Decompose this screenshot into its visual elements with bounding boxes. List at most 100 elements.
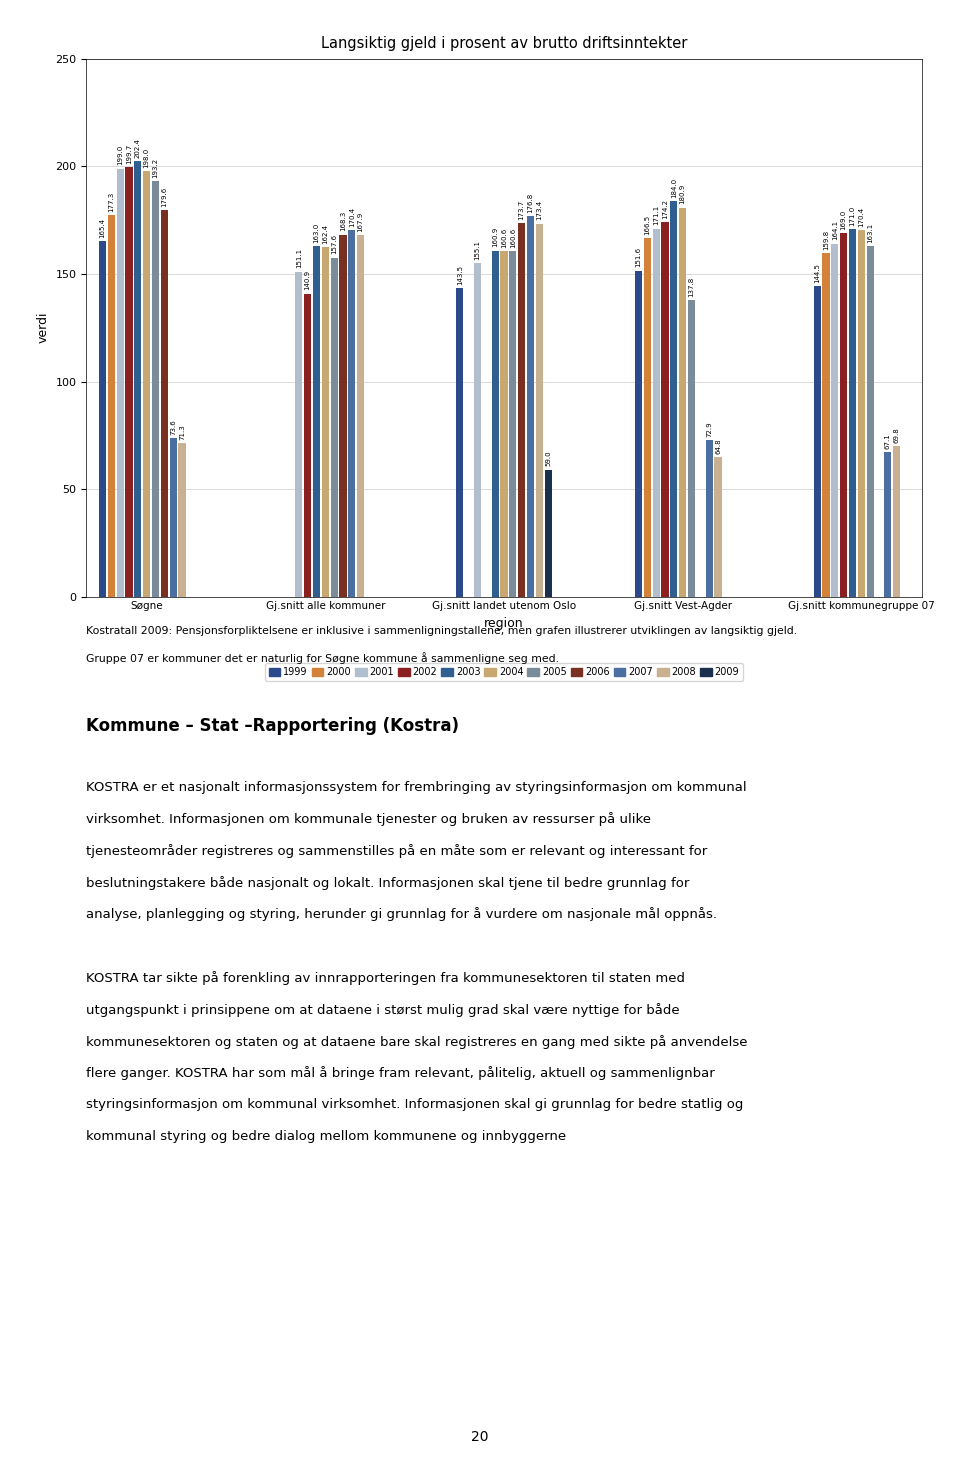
Bar (116, 168, 124, 597)
Text: 157.6: 157.6 (331, 234, 337, 255)
Text: utgangspunkt i prinsippene om at dataene i størst mulig grad skal være nyttige f: utgangspunkt i prinsippene om at dataene… (86, 1003, 680, 1016)
Bar (126, 166, 132, 597)
Text: 151.6: 151.6 (636, 247, 641, 267)
Text: Kostratall 2009: Pensjonsforpliktelsene er inklusive i sammenligningstallene, me: Kostratall 2009: Pensjonsforpliktelsene … (86, 626, 798, 636)
Text: Gruppe 07 er kommuner det er naturlig for Søgne kommune å sammenligne seg med.: Gruppe 07 er kommuner det er naturlig fo… (86, 653, 560, 664)
Y-axis label: verdi: verdi (37, 312, 50, 343)
Text: 173.7: 173.7 (518, 199, 525, 219)
Bar (823, 253, 829, 597)
Text: tjenesteområder registreres og sammenstilles på en måte som er relevant og inter: tjenesteområder registreres og sammensti… (86, 844, 708, 857)
Bar (813, 286, 821, 597)
Text: 159.8: 159.8 (823, 230, 829, 250)
Text: 166.5: 166.5 (644, 215, 650, 236)
Bar (179, 443, 185, 597)
Text: 171.0: 171.0 (850, 205, 855, 225)
Bar (108, 215, 115, 597)
Bar (893, 446, 900, 597)
Bar (500, 252, 508, 597)
Bar (152, 181, 159, 597)
Text: 167.9: 167.9 (358, 212, 364, 233)
Text: beslutningstakere både nasjonalt og lokalt. Informasjonen skal tjene til bedre g: beslutningstakere både nasjonalt og loka… (86, 875, 690, 890)
Text: 176.8: 176.8 (528, 193, 534, 214)
Text: 174.2: 174.2 (662, 199, 668, 218)
Bar (313, 246, 320, 597)
Text: 165.4: 165.4 (100, 218, 106, 237)
Text: 177.3: 177.3 (108, 191, 114, 212)
Text: 137.8: 137.8 (688, 277, 694, 298)
Text: 164.1: 164.1 (831, 221, 838, 240)
Text: 199.7: 199.7 (126, 144, 132, 164)
Text: analyse, planlegging og styring, herunder gi grunnlag for å vurdere om nasjonale: analyse, planlegging og styring, herunde… (86, 907, 717, 921)
Bar (670, 200, 678, 597)
Text: 73.6: 73.6 (170, 420, 177, 435)
Title: Langsiktig gjeld i prosent av brutto driftsinntekter: Langsiktig gjeld i prosent av brutto dri… (321, 35, 687, 50)
Text: Kommune – Stat –Rapportering (Kostra): Kommune – Stat –Rapportering (Kostra) (86, 717, 460, 735)
Bar (849, 228, 856, 597)
Text: flere ganger. KOSTRA har som mål å bringe fram relevant, pålitelig, aktuell og s: flere ganger. KOSTRA har som mål å bring… (86, 1066, 715, 1080)
Text: 163.0: 163.0 (314, 222, 320, 243)
Bar (518, 222, 525, 597)
Text: 67.1: 67.1 (885, 433, 891, 449)
Text: 143.5: 143.5 (457, 265, 463, 284)
Text: 170.4: 170.4 (858, 206, 864, 227)
Text: 59.0: 59.0 (545, 451, 551, 467)
Bar (304, 293, 311, 597)
Bar (688, 300, 695, 597)
Text: 20: 20 (471, 1430, 489, 1444)
Bar (661, 222, 668, 597)
Text: kommunal styring og bedre dialog mellom kommunene og innbyggerne: kommunal styring og bedre dialog mellom … (86, 1130, 566, 1143)
Bar (295, 271, 302, 597)
Text: 160.9: 160.9 (492, 227, 498, 247)
Text: kommunesektoren og staten og at dataene bare skal registreres en gang med sikte : kommunesektoren og staten og at dataene … (86, 1034, 748, 1049)
Text: 199.0: 199.0 (117, 146, 123, 165)
Text: KOSTRA tar sikte på forenkling av innrapporteringen fra kommunesektoren til stat: KOSTRA tar sikte på forenkling av innrap… (86, 972, 685, 985)
Bar (330, 258, 338, 597)
Bar (536, 224, 543, 597)
Bar (492, 250, 499, 597)
Bar (509, 252, 516, 597)
Bar (527, 217, 534, 597)
Text: 64.8: 64.8 (715, 439, 721, 454)
X-axis label: region: region (484, 617, 524, 630)
Bar (831, 243, 838, 597)
Bar (170, 439, 177, 597)
Text: 155.1: 155.1 (474, 240, 480, 259)
Text: 198.0: 198.0 (144, 147, 150, 168)
Text: 202.4: 202.4 (134, 138, 141, 158)
Text: 180.9: 180.9 (680, 184, 685, 205)
Text: 69.8: 69.8 (894, 427, 900, 443)
Bar (635, 271, 642, 597)
Bar (644, 239, 651, 597)
Bar (456, 287, 464, 597)
Bar (857, 230, 865, 597)
Text: 71.3: 71.3 (179, 424, 185, 440)
Bar (840, 233, 848, 597)
Bar (653, 228, 660, 597)
Text: 168.3: 168.3 (340, 211, 346, 231)
Text: 173.4: 173.4 (537, 200, 542, 221)
Text: 179.6: 179.6 (161, 187, 167, 208)
Bar (160, 211, 168, 597)
Bar (322, 247, 329, 597)
Text: 163.1: 163.1 (867, 222, 874, 243)
Bar (357, 236, 364, 597)
Bar (884, 452, 892, 597)
Text: 151.1: 151.1 (296, 249, 301, 268)
Text: 193.2: 193.2 (153, 158, 158, 178)
Text: 160.6: 160.6 (510, 228, 516, 247)
Text: 170.4: 170.4 (348, 206, 355, 227)
Text: 171.1: 171.1 (653, 205, 660, 225)
Bar (714, 457, 722, 597)
Text: 72.9: 72.9 (707, 421, 712, 436)
Text: 140.9: 140.9 (304, 270, 311, 290)
Bar (706, 440, 713, 597)
Bar (143, 171, 151, 597)
Text: styringsinformasjon om kommunal virksomhet. Informasjonen skal gi grunnlag for b: styringsinformasjon om kommunal virksomh… (86, 1099, 744, 1111)
Text: 160.6: 160.6 (501, 228, 507, 247)
Text: virksomhet. Informasjonen om kommunale tjenester og bruken av ressurser på ulike: virksomhet. Informasjonen om kommunale t… (86, 813, 652, 826)
Bar (348, 230, 355, 597)
Bar (867, 246, 874, 597)
Bar (134, 161, 141, 597)
Text: 184.0: 184.0 (671, 178, 677, 197)
Text: 144.5: 144.5 (814, 262, 820, 283)
